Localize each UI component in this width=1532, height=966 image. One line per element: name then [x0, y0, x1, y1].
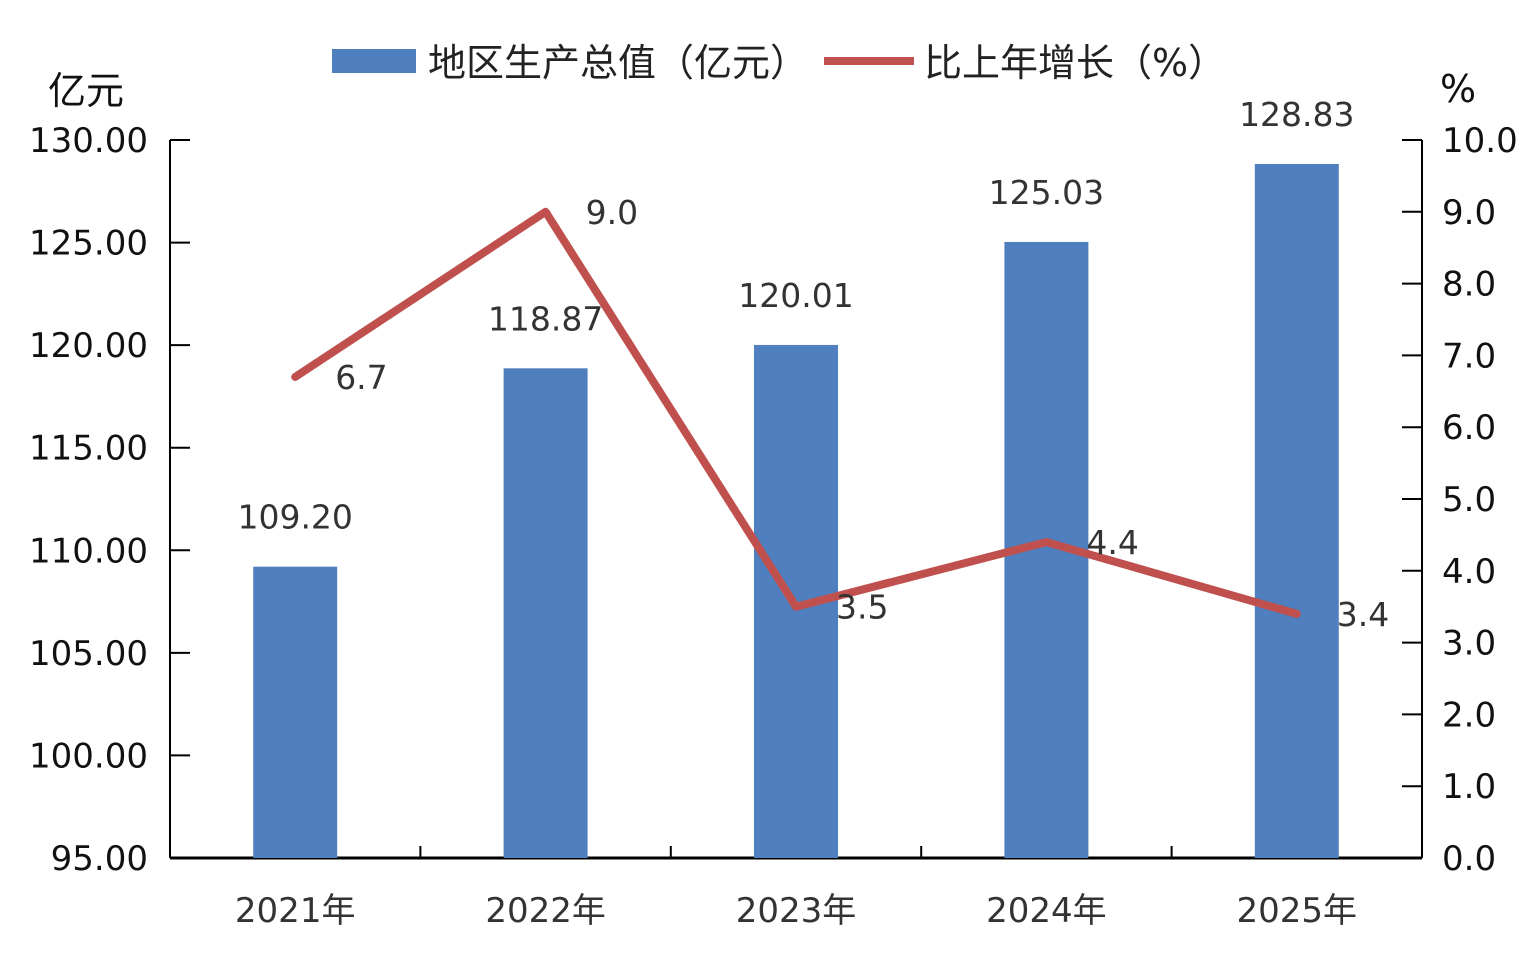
- left-axis-tick-label: 130.00: [29, 121, 148, 161]
- x-axis-tick-label: 2022年: [485, 891, 606, 931]
- bar-value-label: 120.01: [738, 276, 853, 315]
- line-value-label: 3.4: [1337, 595, 1389, 634]
- right-axis-tick-label: 5.0: [1442, 480, 1496, 520]
- left-axis-tick-label: 120.00: [29, 326, 148, 366]
- x-axis-tick-label: 2024年: [986, 891, 1107, 931]
- line-point: [542, 208, 549, 215]
- right-axis-tick-label: 8.0: [1442, 265, 1496, 305]
- line-value-label: 6.7: [335, 358, 387, 397]
- right-axis-tick-label: 4.0: [1442, 552, 1496, 592]
- legend-bar-label: 地区生产总值（亿元）: [428, 41, 808, 85]
- x-axis-tick-label: 2023年: [736, 891, 857, 931]
- line-point: [793, 603, 799, 610]
- left-axis-tick-label: 115.00: [29, 429, 148, 469]
- left-axis-tick-label: 105.00: [29, 634, 148, 674]
- left-axis-unit: 亿元: [48, 69, 124, 113]
- line-series: [291, 207, 1301, 618]
- line-point: [292, 373, 299, 380]
- line-value-label: 9.0: [586, 193, 638, 232]
- line-value-label: 4.4: [1086, 523, 1138, 562]
- bar-value-label: 125.03: [989, 173, 1104, 212]
- left-axis-tick-label: 110.00: [29, 531, 148, 571]
- x-axis-tick-label: 2025年: [1237, 891, 1358, 931]
- bar: [1254, 164, 1339, 858]
- right-axis-tick-label: 10.0: [1442, 121, 1518, 161]
- bar-value-label: 109.20: [237, 498, 352, 537]
- legend-line-label: 比上年增长（%）: [924, 41, 1226, 85]
- right-axis-tick-label: 0.0: [1442, 839, 1496, 879]
- left-axis-tick-label: 95.00: [51, 839, 148, 879]
- bar-value-label: 118.87: [488, 299, 603, 338]
- legend-bar-swatch: [332, 49, 416, 73]
- bar: [503, 368, 588, 858]
- x-axis-tick-label: 2021年: [235, 891, 356, 931]
- right-axis-tick-label: 1.0: [1442, 767, 1496, 807]
- legend: 地区生产总值（亿元） 比上年增长（%）: [332, 41, 1226, 85]
- line-point: [1043, 539, 1050, 546]
- left-axis-tick-label: 125.00: [29, 224, 148, 264]
- right-axis-tick-label: 6.0: [1442, 408, 1496, 448]
- right-axis-tick-label: 9.0: [1442, 193, 1496, 233]
- data-labels: 109.20 118.87 120.01 125.03 128.83 6.7 9.0 3.5 4…: [237, 95, 1389, 634]
- bar: [253, 566, 338, 858]
- right-axis-tick-label: 7.0: [1442, 336, 1496, 376]
- right-axis-tick-label: 2.0: [1442, 695, 1496, 735]
- right-axis-unit: %: [1440, 67, 1476, 111]
- right-axis-tick-label: 3.0: [1442, 624, 1496, 664]
- left-axis-tick-label: 100.00: [29, 736, 148, 776]
- axes: 95.00 100.00 105.00 110.00 115.00 120.00 125.0…: [29, 121, 1518, 931]
- line-value-label: 3.5: [836, 588, 888, 627]
- line-point: [1293, 610, 1300, 617]
- bar-value-label: 128.83: [1239, 95, 1354, 134]
